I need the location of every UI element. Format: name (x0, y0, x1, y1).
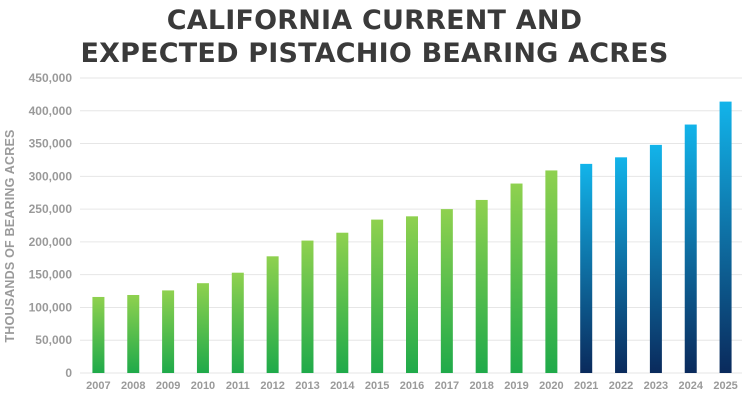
x-tick-label: 2025 (713, 380, 737, 392)
bar-2023 (649, 144, 662, 373)
y-tick-label: 400,000 (29, 104, 73, 118)
x-tick-label: 2011 (226, 380, 250, 392)
y-tick-label: 0 (65, 366, 72, 380)
x-tick-label: 2013 (295, 380, 319, 392)
bar-2022 (615, 157, 628, 373)
x-tick-label: 2022 (609, 380, 633, 392)
x-tick-label: 2017 (435, 380, 459, 392)
chart-title: CALIFORNIA CURRENT AND EXPECTED PISTACHI… (0, 4, 749, 70)
x-axis-ticks: 2007 2008 2009 2010 2011 2012 2013 2014 2015 2016… (86, 380, 738, 392)
y-tick-label: 350,000 (29, 137, 73, 151)
chart-title-line-1: CALIFORNIA CURRENT AND (166, 5, 583, 36)
bar-2016 (406, 216, 418, 373)
x-tick-label: 2021 (574, 380, 598, 392)
y-tick-label: 200,000 (29, 235, 73, 249)
x-tick-label: 2008 (121, 380, 145, 392)
y-axis-title: THOUSANDS OF BEARING ACRES (3, 129, 17, 342)
x-tick-label: 2010 (191, 380, 215, 392)
y-tick-label: 300,000 (29, 169, 73, 183)
bar-2024 (684, 124, 697, 374)
bar-2018 (475, 199, 488, 373)
y-tick-label: 150,000 (29, 268, 73, 282)
bar-2014 (336, 232, 349, 373)
bar-2009 (162, 290, 175, 373)
y-tick-label: 450,000 (29, 71, 73, 85)
bar-2015 (371, 219, 384, 373)
chart-title-line-2: EXPECTED PISTACHIO BEARING ACRES (80, 38, 669, 69)
bar-2025 (719, 101, 732, 373)
y-tick-label: 250,000 (29, 202, 73, 216)
bars (92, 101, 732, 374)
x-tick-label: 2007 (86, 380, 110, 392)
x-tick-label: 2018 (469, 380, 493, 392)
bar-2011 (231, 272, 244, 373)
x-tick-label: 2009 (156, 380, 180, 392)
bar-2008 (127, 294, 140, 373)
x-tick-label: 2014 (330, 380, 355, 392)
x-tick-label: 2016 (400, 380, 424, 392)
bar-2012 (266, 256, 279, 373)
x-tick-label: 2020 (539, 380, 563, 392)
bar-2021 (580, 163, 593, 373)
bar-2019 (510, 183, 523, 373)
bar-2010 (196, 283, 209, 373)
x-tick-label: 2024 (678, 380, 703, 392)
bar-2017 (440, 209, 453, 373)
bar-2013 (301, 240, 314, 373)
y-tick-label: 100,000 (29, 300, 73, 314)
y-axis-ticks: 0 50,000 100,000 150,000 200,000 250,000 300,0… (29, 71, 73, 380)
x-tick-label: 2019 (504, 380, 528, 392)
x-tick-label: 2012 (260, 380, 284, 392)
bar-2007 (92, 296, 105, 373)
x-tick-label: 2015 (365, 380, 389, 392)
bar-2020 (545, 170, 558, 373)
y-tick-label: 50,000 (35, 333, 72, 347)
x-tick-label: 2023 (644, 380, 668, 392)
